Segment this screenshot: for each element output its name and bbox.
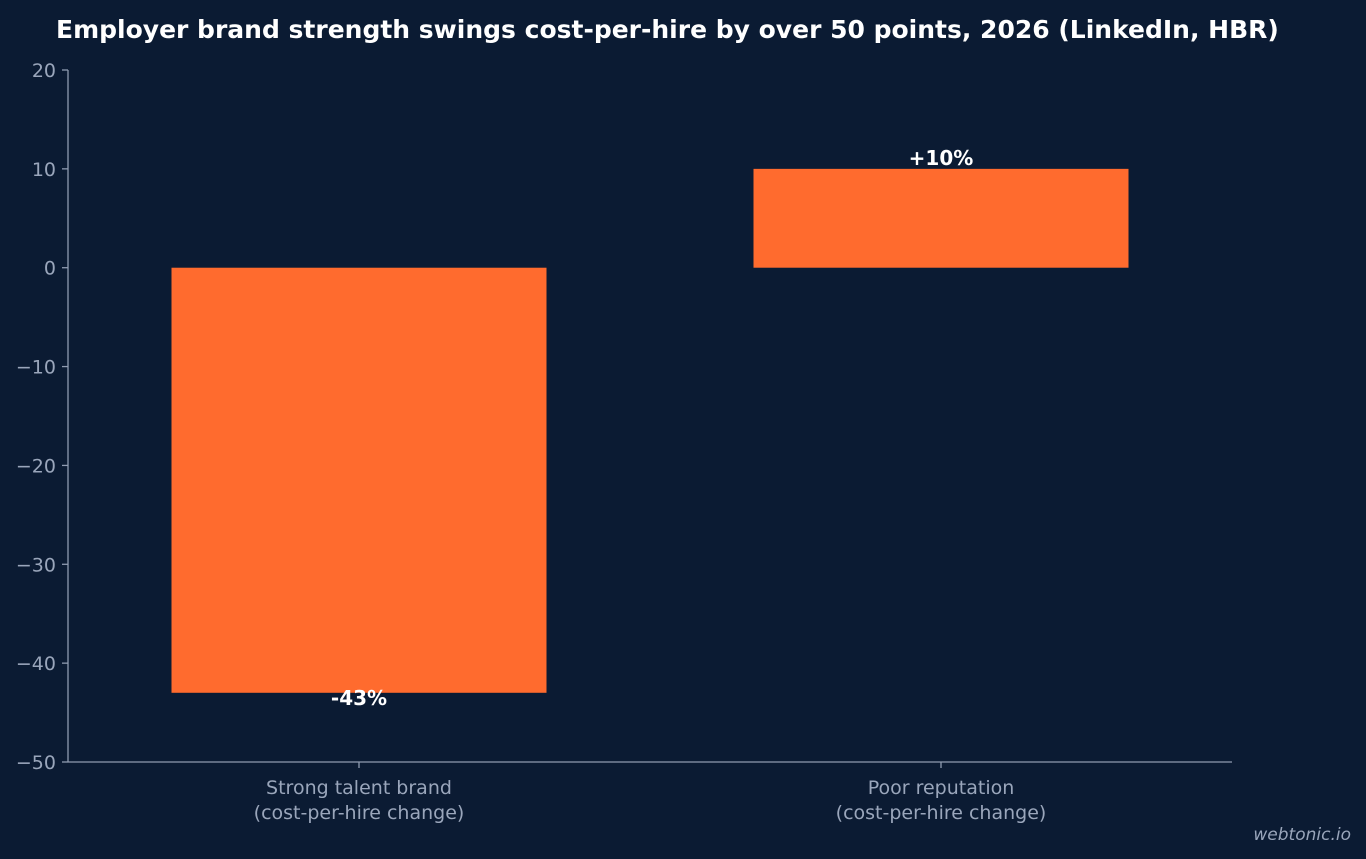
- x-tick-label: (cost-per-hire change): [836, 802, 1047, 824]
- x-tick-label: Poor reputation: [868, 777, 1015, 799]
- watermark-text: webtonic.io: [1253, 825, 1351, 845]
- plot-area: 20 10 0 −10 −20 −30 −40 −50 -43% Strong talent br…: [16, 60, 1232, 824]
- y-tick-label: 20: [32, 60, 56, 82]
- y-tick-label: −20: [16, 455, 56, 477]
- y-tick-label: −10: [16, 357, 56, 379]
- bar-1: [171, 267, 547, 693]
- bar-2: [753, 168, 1129, 268]
- data-label: -43%: [331, 686, 387, 710]
- y-tick-label: −50: [16, 752, 56, 774]
- x-tick-label: Strong talent brand: [266, 777, 452, 799]
- data-label: +10%: [909, 146, 974, 170]
- x-tick-label: (cost-per-hire change): [254, 802, 465, 824]
- y-tick-label: 10: [32, 159, 56, 181]
- chart-title: Employer brand strength swings cost-per-…: [56, 15, 1279, 44]
- y-tick-label: 0: [44, 258, 56, 280]
- y-tick-label: −40: [16, 653, 56, 675]
- y-tick-label: −30: [16, 554, 56, 576]
